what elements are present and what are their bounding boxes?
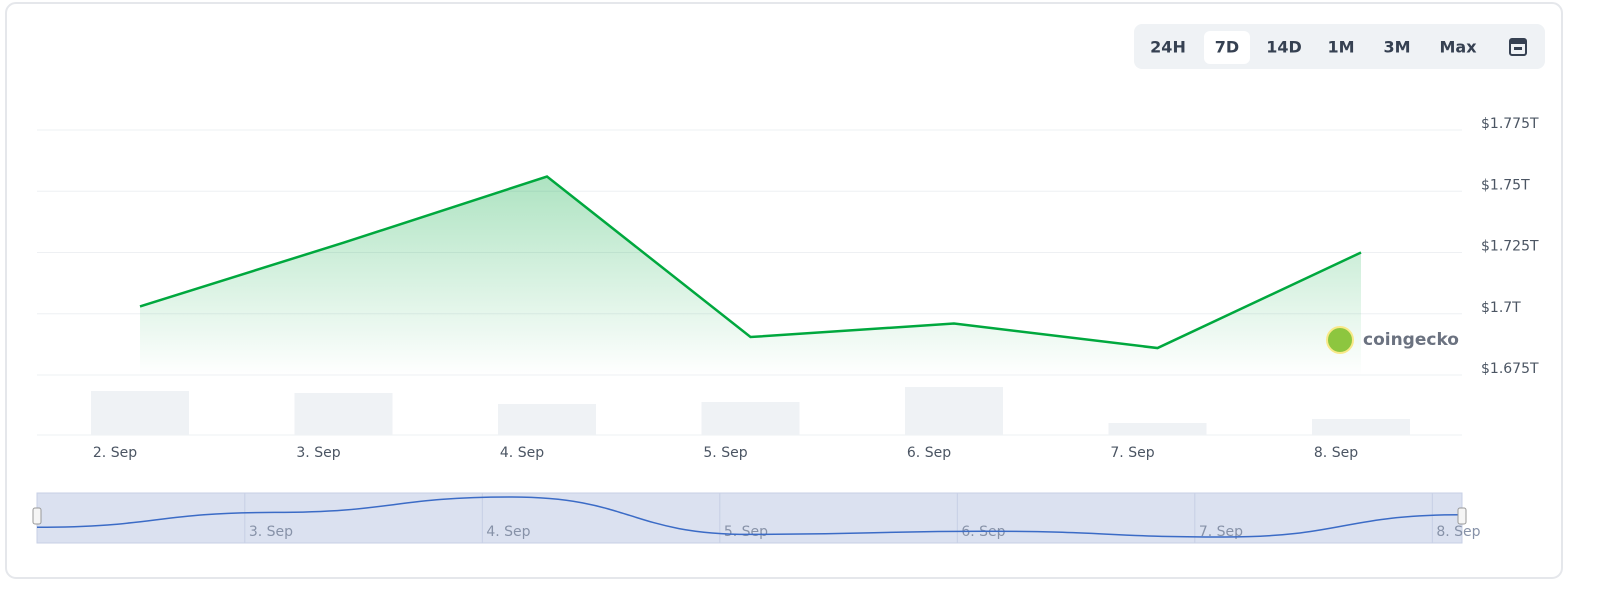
x-tick-label: 2. Sep (93, 445, 137, 461)
y-tick-label: $1.775T (1481, 116, 1539, 132)
y-tick-label: $1.725T (1481, 239, 1539, 255)
nav-label: 5. Sep (724, 524, 768, 540)
volume-bar (701, 402, 800, 435)
range-button[interactable]: 7D (1215, 38, 1239, 57)
x-tick-label: 4. Sep (500, 445, 544, 461)
nav-label: 3. Sep (249, 524, 293, 540)
x-tick-label: 8. Sep (1314, 445, 1358, 461)
watermark-text: coingecko (1363, 330, 1459, 350)
nav-label: 4. Sep (486, 524, 530, 540)
selected-bg (1204, 31, 1250, 64)
price-line (139, 175, 1362, 350)
range-button[interactable]: 24H (1150, 38, 1186, 57)
nav-line (36, 496, 1463, 538)
volume-bar (905, 387, 1003, 435)
navigator-content: 3. Sep 4. Sep 5. Sep 6. Sep 7. Sep 8. Sep (36, 493, 1481, 543)
volume-bar (498, 404, 596, 435)
range-buttons: 24H 7D 14D 1M 3M Max (1150, 31, 1477, 64)
volume-bar (1108, 423, 1207, 435)
volume-bar (294, 393, 393, 435)
nav-handle[interactable] (1457, 507, 1467, 525)
y-tick-label: $1.7T (1481, 300, 1521, 316)
watermark: coingecko (1326, 326, 1459, 354)
volume-bar (91, 391, 189, 435)
nav-handle[interactable] (32, 507, 42, 525)
plot: $1.675T $1.7T $1.725T $1.75T $1.775T 2. Sep 3.… (37, 116, 1539, 461)
range-button[interactable]: 3M (1383, 38, 1410, 57)
nav-label: 7. Sep (1199, 524, 1243, 540)
y-tick-label: $1.75T (1481, 177, 1530, 193)
range-button[interactable]: Max (1439, 38, 1477, 57)
x-tick-label: 6. Sep (907, 445, 951, 461)
range-button[interactable]: 14D (1266, 38, 1302, 57)
volume-bar (1312, 419, 1410, 435)
x-tick-label: 7. Sep (1110, 445, 1154, 461)
x-tick-label: 5. Sep (703, 445, 747, 461)
area-fill (140, 176, 1361, 376)
x-tick-label: 3. Sep (296, 445, 340, 461)
y-tick-label: $1.675T (1481, 361, 1539, 377)
nav-label: 8. Sep (1436, 524, 1480, 540)
calendar-button[interactable] (1509, 38, 1527, 56)
range-button[interactable]: 1M (1327, 38, 1354, 57)
